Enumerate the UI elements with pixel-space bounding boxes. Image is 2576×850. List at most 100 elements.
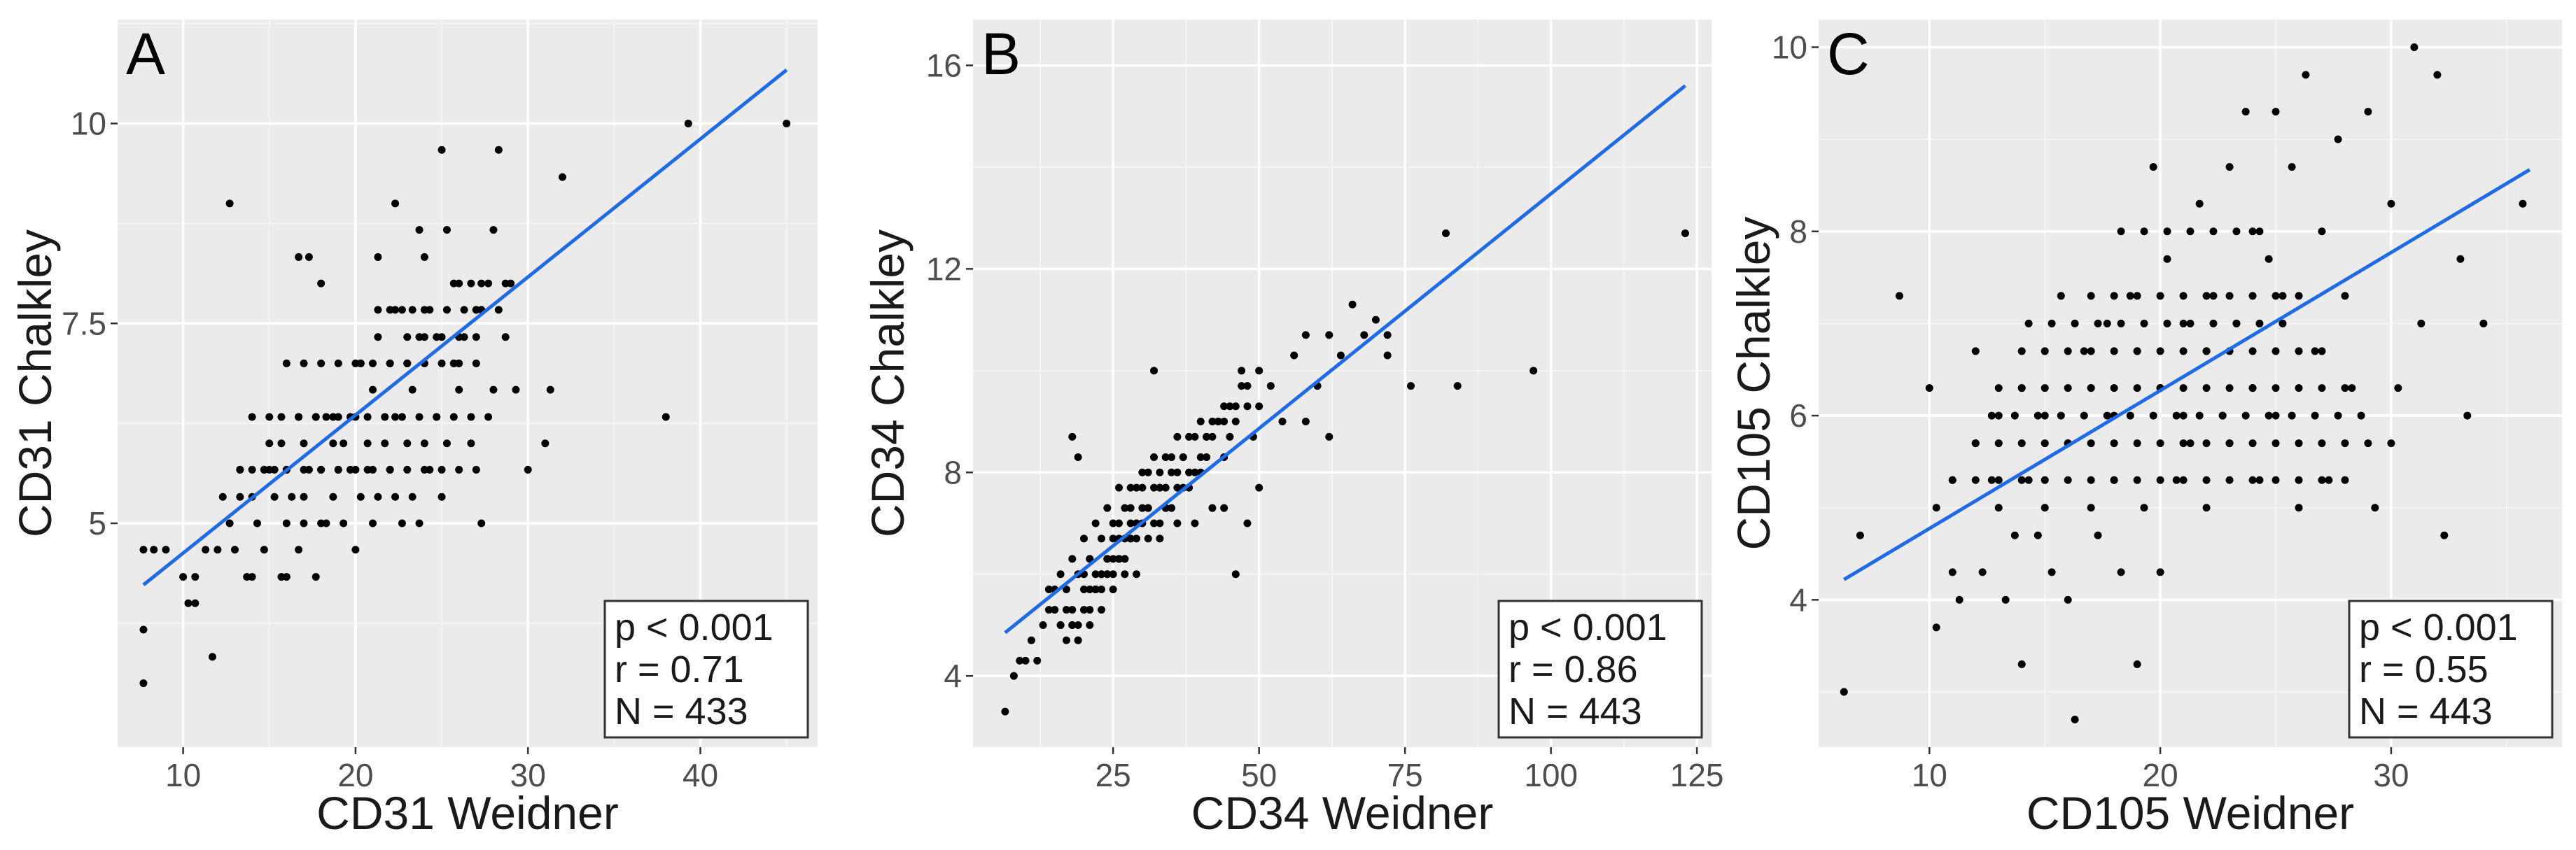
panel-c-data-point <box>2433 71 2442 79</box>
panel-b-data-point <box>1074 453 1082 461</box>
panel-a-data-point <box>356 493 365 501</box>
panel-a-data-point <box>374 306 382 314</box>
panel-c-data-point <box>2117 319 2125 327</box>
panel-b-data-point <box>1138 483 1147 492</box>
panel-c-data-point <box>1840 688 1848 696</box>
panel-b-data-point <box>1168 468 1176 476</box>
panel-a-data-point <box>322 413 330 421</box>
panel-c-data-point <box>2017 476 2026 484</box>
panel-c-data-point <box>2225 292 2234 300</box>
panel-c-data-point <box>2341 384 2349 392</box>
panel-b-data-point <box>1079 534 1088 543</box>
panel-a-stats-p-value: p < 0.001 <box>615 607 774 649</box>
panel-b-data-point <box>1097 606 1105 614</box>
panel-c-data-point <box>2387 439 2395 448</box>
panel-c-data-point <box>2110 347 2118 355</box>
panel-a-stats-n-value: N = 433 <box>615 690 748 732</box>
panel-c-data-point <box>2272 108 2280 116</box>
panel-a-data-point <box>391 413 400 421</box>
panel-c-data-point <box>2010 411 2019 420</box>
panel-b-data-point <box>1156 483 1164 492</box>
panel-a-data-point <box>489 385 498 394</box>
panel-b-data-point <box>1226 432 1234 441</box>
panel-b-data-point <box>1133 483 1141 492</box>
panel-c-points <box>1840 43 2527 724</box>
panel-c-data-point <box>1856 531 1864 539</box>
panel-a-data-point <box>420 253 428 261</box>
panel-a-data-point <box>467 279 475 288</box>
panel-c-data-point <box>2202 439 2211 448</box>
panel-b-data-point <box>1681 229 1689 237</box>
panel-a-data-point <box>334 359 342 367</box>
panel-c-data-point <box>2057 411 2065 420</box>
panel-a-data-point <box>312 573 320 581</box>
panel-c-data-point <box>2103 411 2111 420</box>
panel-a-data-point <box>363 413 372 421</box>
panel-c-data-point <box>2163 319 2171 327</box>
panel-a-data-point <box>386 465 394 474</box>
panel-b-stats-p-value: p < 0.001 <box>1508 607 1667 649</box>
panel-a-stats-box-frame <box>603 600 809 739</box>
panel-b-data-point <box>1301 418 1310 426</box>
panel-c-data-point <box>1932 504 1940 512</box>
panel-c-stats-p-value: p < 0.001 <box>2359 607 2518 649</box>
panel-a-data-point <box>420 439 428 448</box>
panel-b-data-point <box>1138 468 1147 476</box>
panel-c-data-point <box>2348 384 2356 392</box>
panel-b-data-point <box>1068 621 1077 629</box>
panel-c-data-point <box>2087 347 2095 355</box>
panel-c-data-point <box>1978 568 1987 576</box>
panel-b-data-point <box>1126 483 1135 492</box>
panel-c-data-point <box>2302 71 2310 79</box>
panel-c-y-tick-label: 4 <box>1789 581 1807 618</box>
panel-c-data-point <box>2295 347 2303 355</box>
panel-b-data-point <box>1079 606 1088 614</box>
panel-a-x-axis-title: CD31 Weidner <box>316 787 619 839</box>
panel-b-data-point <box>1191 432 1199 441</box>
panel-b-data-point <box>1016 656 1024 665</box>
panel-b-data-point <box>1062 606 1070 614</box>
panel-a-data-point <box>442 439 451 448</box>
panel-c-data-point <box>2218 411 2227 420</box>
panel-c-data-point <box>2133 439 2141 448</box>
panel-a-data-point <box>524 465 532 474</box>
panel-a-data-point <box>260 546 268 554</box>
panel-c-data-point <box>2071 716 2079 724</box>
panel-c-data-point <box>2255 227 2264 236</box>
panel-b-data-point <box>1208 418 1217 426</box>
panel-b-data-point <box>1121 555 1129 563</box>
panel-b-data-point <box>1097 534 1105 543</box>
panel-c-data-point <box>2202 504 2211 512</box>
panel-c-data-point <box>2186 227 2194 236</box>
panel-b-data-point <box>1068 606 1077 614</box>
panel-a-data-point <box>449 413 458 421</box>
panel-a-data-point <box>265 439 274 448</box>
panel-c-data-point <box>2225 163 2234 171</box>
panel-a-data-point <box>351 465 360 474</box>
panel-a-data-point <box>477 519 486 527</box>
panel-a-data-point <box>317 279 326 288</box>
panel-c-data-point <box>2117 227 2125 236</box>
panel-a-data-point <box>329 439 337 448</box>
panel-b-data-point <box>1121 504 1129 512</box>
panel-a-data-point <box>253 519 262 527</box>
panel-a-data-point <box>225 519 234 527</box>
panel-c-data-point <box>1895 292 1903 300</box>
panel-a-data-point <box>304 253 313 261</box>
panel-c-data-point <box>2364 439 2372 448</box>
panel-a-data-point <box>558 173 566 181</box>
panel-c-data-point <box>2110 292 2118 300</box>
panel-b-data-point <box>1086 606 1094 614</box>
panel-a-data-point <box>403 333 412 341</box>
panel-b-data-point <box>1196 418 1205 426</box>
panel-c-data-point <box>2001 595 2010 604</box>
panel-a-data-point <box>236 465 244 474</box>
panel-c-data-point <box>2463 411 2472 420</box>
panel-b-data-point <box>1068 432 1077 441</box>
panel-a-data-point <box>460 306 468 314</box>
panel-b-data-point <box>1133 534 1141 543</box>
panel-b-x-tick-label: 50 <box>1241 757 1277 793</box>
panel-c-data-point <box>2156 476 2164 484</box>
panel-a-data-point <box>317 359 326 367</box>
